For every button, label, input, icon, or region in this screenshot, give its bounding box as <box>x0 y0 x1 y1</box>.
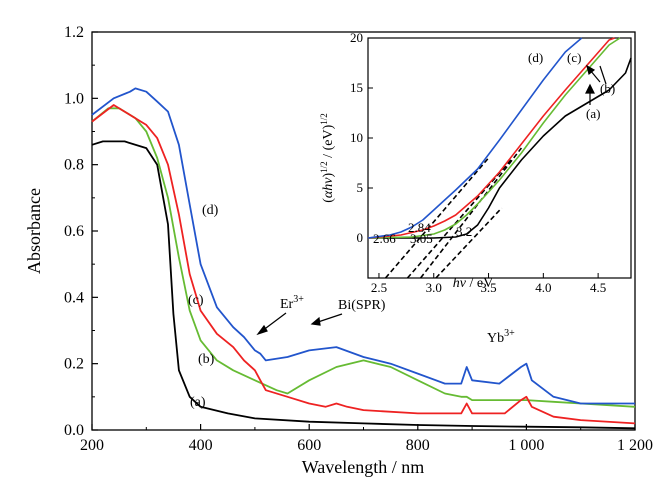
gap-label-4: 3.2 <box>456 224 472 239</box>
curve-label-c: (c) <box>188 293 204 308</box>
er-annotation: Er3+ <box>280 294 304 312</box>
inset-x-tick-label: 4.0 <box>535 280 551 295</box>
inset-x-tick-label: 3.5 <box>480 280 496 295</box>
inset-series-line-a <box>368 57 632 239</box>
gap-label-2: 2.84 <box>408 220 431 235</box>
tangent-line-2 <box>406 157 514 279</box>
y-tick-label: 1.2 <box>64 24 84 41</box>
inset-series-line-d <box>367 37 583 239</box>
y-tick-label: 0.8 <box>64 157 84 174</box>
inset-series-line-c <box>367 37 615 239</box>
series-line-b <box>91 107 636 408</box>
gap-label-1: 2.66 <box>373 231 396 246</box>
inset-y-tick-label: 0 <box>357 230 364 245</box>
x-tick-label: 1 000 <box>508 437 544 454</box>
x-tick-label: 800 <box>406 437 430 454</box>
inset-label-b: (b) <box>600 81 615 96</box>
series-line-d <box>91 87 635 405</box>
series-line-a <box>91 140 636 430</box>
inset-label-d: (d) <box>528 50 543 65</box>
inset-x-tick-label: 4.5 <box>590 280 606 295</box>
x-tick-label: 400 <box>189 437 213 454</box>
tangent-line-3 <box>419 147 523 279</box>
series-line-c <box>91 104 636 425</box>
y-tick-label: 0.2 <box>64 356 84 373</box>
curve-label-a: (a) <box>190 395 206 410</box>
bi-spr-annotation: Bi(SPR) <box>338 298 386 313</box>
inset-plot-frame <box>367 37 632 279</box>
tangent-line-1 <box>384 157 490 279</box>
inset-y-tick-label: 10 <box>350 130 363 145</box>
x-tick-label: 600 <box>297 437 321 454</box>
inset-y-tick-label: 20 <box>350 30 363 45</box>
inset-label-c: (c) <box>567 50 581 65</box>
inset-x-tick-label: 3.0 <box>426 280 442 295</box>
inset-x-tick-label: 2.5 <box>371 280 387 295</box>
x-axis-label: Wavelength / nm <box>302 457 425 477</box>
curve-label-b: (b) <box>198 352 215 367</box>
y-axis-label: Absorbance <box>24 188 44 274</box>
curve-label-d: (d) <box>202 203 219 218</box>
y-tick-label: 0.6 <box>64 223 84 240</box>
inset-arrows <box>585 64 607 105</box>
tangent-line-4 <box>435 207 503 279</box>
annotation-arrows <box>256 312 343 336</box>
inset-background <box>368 38 631 278</box>
inset-y-tick-label: 15 <box>350 80 363 95</box>
inset-y-axis-label: (αhv)1/2 / (eV)1/2 <box>319 113 336 202</box>
x-tick-label: 200 <box>80 437 104 454</box>
inset-series-line-b <box>367 37 621 239</box>
y-tick-label: 0.4 <box>64 289 84 306</box>
inset-y-tick-label: 5 <box>357 180 364 195</box>
y-tick-label: 1.0 <box>64 90 84 107</box>
y-tick-label: 0.0 <box>64 422 84 439</box>
x-tick-label: 1 200 <box>617 437 653 454</box>
gap-label-3: 3.05 <box>410 231 433 246</box>
inset-x-axis-label: hv / eV <box>453 276 493 291</box>
inset-label-a: (a) <box>586 106 600 121</box>
yb-annotation: Yb3+ <box>487 328 515 346</box>
